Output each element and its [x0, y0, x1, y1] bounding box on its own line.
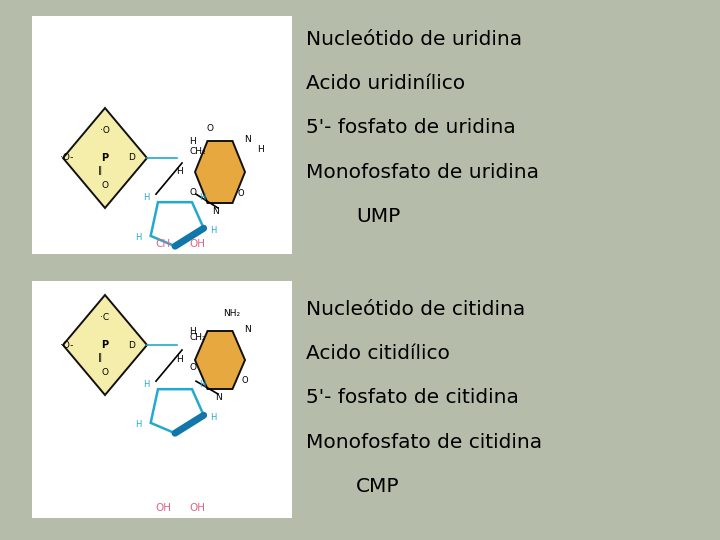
Text: H: H — [143, 193, 149, 201]
Text: OH: OH — [189, 503, 205, 514]
Text: D: D — [128, 153, 135, 163]
Text: CH₂: CH₂ — [190, 146, 207, 156]
Polygon shape — [150, 389, 204, 433]
Text: D: D — [128, 341, 135, 349]
Text: Nucleótido de citidina: Nucleótido de citidina — [306, 300, 526, 319]
Text: CMP: CMP — [356, 477, 400, 496]
Text: P: P — [102, 153, 109, 163]
Text: NH₂: NH₂ — [223, 308, 240, 318]
Text: CH₂: CH₂ — [190, 334, 207, 342]
Text: O: O — [189, 363, 197, 372]
Text: Monofosfato de citidina: Monofosfato de citidina — [306, 433, 542, 451]
Text: ·O: ·O — [100, 126, 110, 135]
Text: CH: CH — [156, 239, 171, 249]
Text: H: H — [210, 413, 217, 422]
Polygon shape — [150, 202, 204, 246]
Text: O: O — [189, 188, 197, 197]
Text: H: H — [176, 355, 183, 364]
Text: N: N — [215, 394, 221, 402]
Text: H: H — [176, 167, 183, 177]
Text: Monofosfato de uridina: Monofosfato de uridina — [306, 163, 539, 181]
Text: 5'- fosfato de citidina: 5'- fosfato de citidina — [306, 388, 519, 407]
Text: O: O — [238, 189, 244, 198]
Text: H: H — [258, 145, 264, 153]
Text: O: O — [207, 125, 214, 133]
Text: N: N — [245, 134, 251, 144]
Text: OH: OH — [155, 503, 171, 514]
Text: H: H — [199, 380, 205, 389]
Text: N: N — [245, 325, 251, 334]
Text: O: O — [102, 368, 109, 377]
Text: H: H — [135, 420, 142, 429]
Text: ·O-: ·O- — [60, 153, 73, 163]
Text: 5'- fosfato de uridina: 5'- fosfato de uridina — [306, 118, 516, 137]
Text: O: O — [241, 376, 248, 385]
Text: H: H — [199, 193, 205, 201]
Text: ‖: ‖ — [98, 166, 102, 175]
Text: Acido citidílico: Acido citidílico — [306, 344, 450, 363]
Text: Acido uridinílico: Acido uridinílico — [306, 74, 465, 93]
Bar — [32, 281, 292, 518]
Text: Nucleótido de uridina: Nucleótido de uridina — [306, 30, 522, 49]
Text: UMP: UMP — [356, 207, 400, 226]
Text: H: H — [210, 226, 217, 235]
Polygon shape — [63, 108, 147, 208]
Polygon shape — [195, 141, 245, 203]
Bar — [32, 16, 292, 254]
Polygon shape — [195, 331, 245, 389]
Text: OH: OH — [189, 239, 205, 249]
Text: ·O-: ·O- — [60, 341, 73, 349]
Text: O: O — [102, 181, 109, 190]
Text: ‖: ‖ — [98, 353, 102, 362]
Text: H: H — [189, 327, 196, 335]
Text: H: H — [189, 137, 196, 145]
Text: H: H — [143, 380, 149, 389]
Text: N: N — [212, 207, 218, 217]
Text: ·C: ·C — [100, 313, 109, 322]
Polygon shape — [63, 295, 147, 395]
Text: H: H — [135, 233, 142, 242]
Text: P: P — [102, 340, 109, 350]
